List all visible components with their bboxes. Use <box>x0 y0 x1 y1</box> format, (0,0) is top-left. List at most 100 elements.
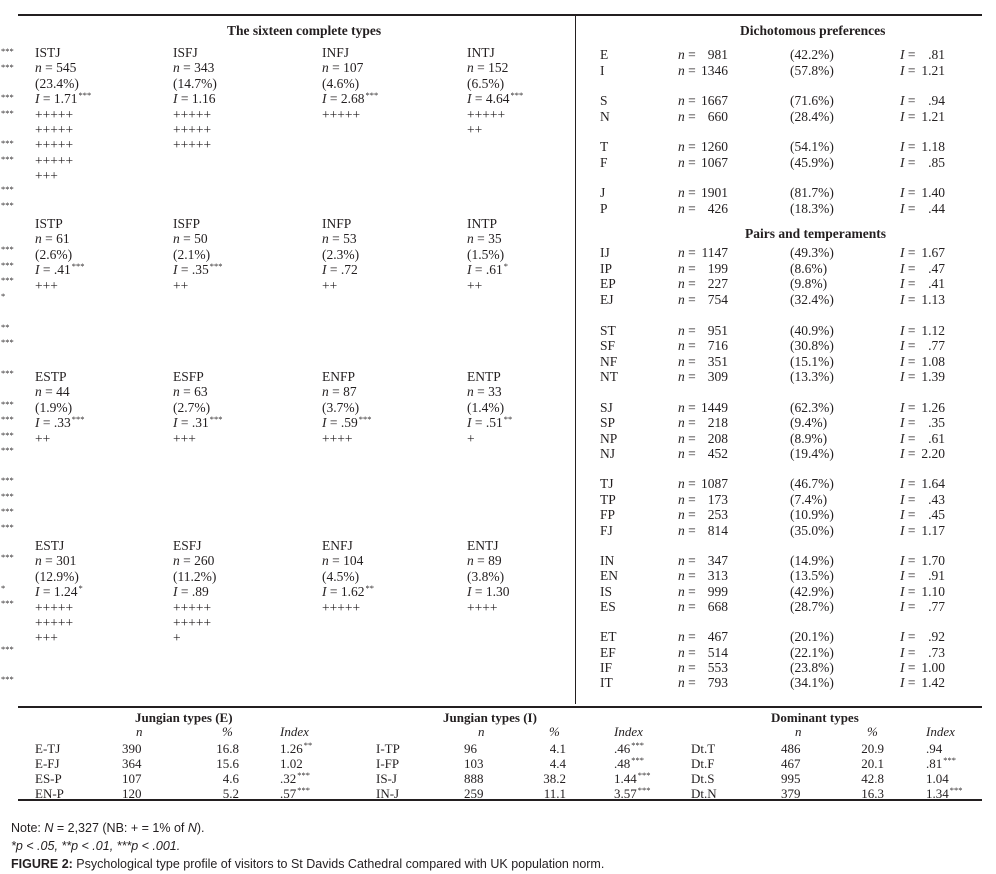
n-symbol: n = <box>678 63 696 78</box>
index-symbol: I = <box>900 292 916 307</box>
significance-mark: *** <box>1 368 14 378</box>
n-symbol: n <box>322 553 329 569</box>
preference-label: EF <box>600 645 616 660</box>
type-cell: ISFP n = 50 (2.1%) I = .35*** ++ <box>173 216 303 293</box>
preference-percent: (30.8%) <box>790 338 834 353</box>
type-percent: (11.2%) <box>173 568 217 584</box>
preference-percent: (13.5%) <box>790 568 834 583</box>
index-symbol: I <box>173 415 178 431</box>
row-label: IS-J <box>376 771 397 786</box>
row-label: E-FJ <box>35 756 60 771</box>
row-label: ES-P <box>35 771 62 786</box>
group-title: Jungian types (E) <box>135 710 233 725</box>
plus-bar: +++++ <box>322 599 361 615</box>
type-index: I = .35*** <box>173 261 223 278</box>
plus-bar: ++++ <box>467 599 498 615</box>
n-symbol: n = <box>678 645 696 660</box>
type-n-value: 44 <box>56 384 70 400</box>
significance-mark: *** <box>1 552 14 562</box>
significance-mark: *** <box>71 261 85 272</box>
n-symbol: n = <box>678 629 696 644</box>
index-symbol: I = <box>900 323 916 338</box>
preference-row: ET n = 467 (20.1%) I = .92 <box>0 629 996 644</box>
preference-percent: (23.8%) <box>790 660 834 675</box>
type-index-value: .61 <box>485 262 503 278</box>
n-symbol: n = <box>678 323 696 338</box>
preference-percent: (9.8%) <box>790 276 828 291</box>
type-index: I = 1.16 <box>173 91 216 107</box>
preference-percent: (32.4%) <box>790 292 834 307</box>
index-symbol: I = <box>900 675 916 690</box>
significance-mark: *** <box>1 475 14 485</box>
row-percent: 4.1 <box>549 741 566 756</box>
n-symbol: n <box>35 231 42 247</box>
n-symbol: n = <box>678 415 696 430</box>
preference-percent: (28.7%) <box>790 599 834 614</box>
type-percent: (12.9%) <box>35 568 79 584</box>
row-n: 888 <box>464 771 484 786</box>
plus-bar: +++ <box>173 430 196 446</box>
type-name: ESFP <box>173 369 204 384</box>
row-index-value: .48 <box>614 756 631 771</box>
type-name: ISFP <box>173 216 201 231</box>
n-symbol: n = <box>678 155 696 170</box>
row-n: 120 <box>122 786 142 801</box>
preference-row: NP n = 208 (8.9%) I = .61 *** <box>0 431 996 446</box>
preference-index: 1.08 <box>921 354 945 369</box>
row-index: .81*** <box>926 756 956 772</box>
type-n: n = 107 <box>322 60 364 76</box>
preference-n: 754 <box>707 292 728 307</box>
row-index: .94 <box>926 741 943 757</box>
type-percent: (1.5%) <box>467 246 505 262</box>
types-title: The sixteen complete types <box>227 23 382 38</box>
type-cell: ESFJ n = 260 (11.2%) I = .89 +++++ +++++ + <box>173 538 303 646</box>
preference-label: EJ <box>600 292 614 307</box>
preference-percent: (46.7%) <box>790 476 834 491</box>
significance-mark: *** <box>297 785 310 795</box>
preference-index: .41 <box>928 276 945 291</box>
significance-mark: *** <box>1 108 14 118</box>
row-index: .48*** <box>614 756 644 772</box>
preference-n: 347 <box>707 553 728 568</box>
preference-n: 351 <box>707 354 728 369</box>
index-symbol: I <box>35 262 40 278</box>
row-label: I-TP <box>376 741 400 756</box>
preference-label: IJ <box>600 245 610 260</box>
type-index: I = 2.68*** <box>322 90 379 107</box>
preference-label: FJ <box>600 523 613 538</box>
plus-bar: +++ <box>35 277 58 293</box>
type-n: n = 104 <box>322 553 364 569</box>
row-percent: 11.1 <box>543 786 566 801</box>
row-n: 467 <box>781 756 801 771</box>
row-index: 1.34*** <box>926 786 963 802</box>
type-index-value: 4.64 <box>485 91 510 107</box>
preference-label: E <box>600 47 609 62</box>
index-symbol: I = <box>900 415 916 430</box>
index-symbol: I <box>173 262 178 278</box>
type-cell: ESTJ n = 301 (12.9%) I = 1.24* +++++ +++++ +++ <box>35 538 165 646</box>
significance-mark: *** <box>297 770 310 780</box>
plus-bar: ++ <box>322 277 338 293</box>
preference-label: SJ <box>600 400 613 415</box>
n-symbol: n = <box>678 492 696 507</box>
preference-label: I <box>600 63 605 78</box>
plus-bar: +++ <box>35 630 58 646</box>
preference-percent: (8.6%) <box>790 261 828 276</box>
preference-row: NT n = 309 (13.3%) I = 1.39 *** <box>0 369 996 384</box>
preference-index: .43 <box>928 492 945 507</box>
row-percent: 4.6 <box>222 771 239 786</box>
index-symbol: I <box>467 584 472 600</box>
preference-n: 253 <box>707 507 728 522</box>
type-n-value: 35 <box>488 231 502 247</box>
type-n: n = 50 <box>173 231 208 247</box>
index-symbol: I = <box>900 276 916 291</box>
preference-row: SF n = 716 (30.8%) I = .77 *** <box>0 338 996 353</box>
type-n-value: 260 <box>194 553 215 569</box>
preference-percent: (40.9%) <box>790 323 834 338</box>
index-symbol: I = <box>900 338 916 353</box>
type-n: n = 301 <box>35 553 77 569</box>
type-index-value: .59 <box>340 415 358 431</box>
n-symbol: n <box>467 60 474 76</box>
preference-percent: (18.3%) <box>790 201 834 216</box>
type-index-value: 1.62 <box>340 584 365 600</box>
